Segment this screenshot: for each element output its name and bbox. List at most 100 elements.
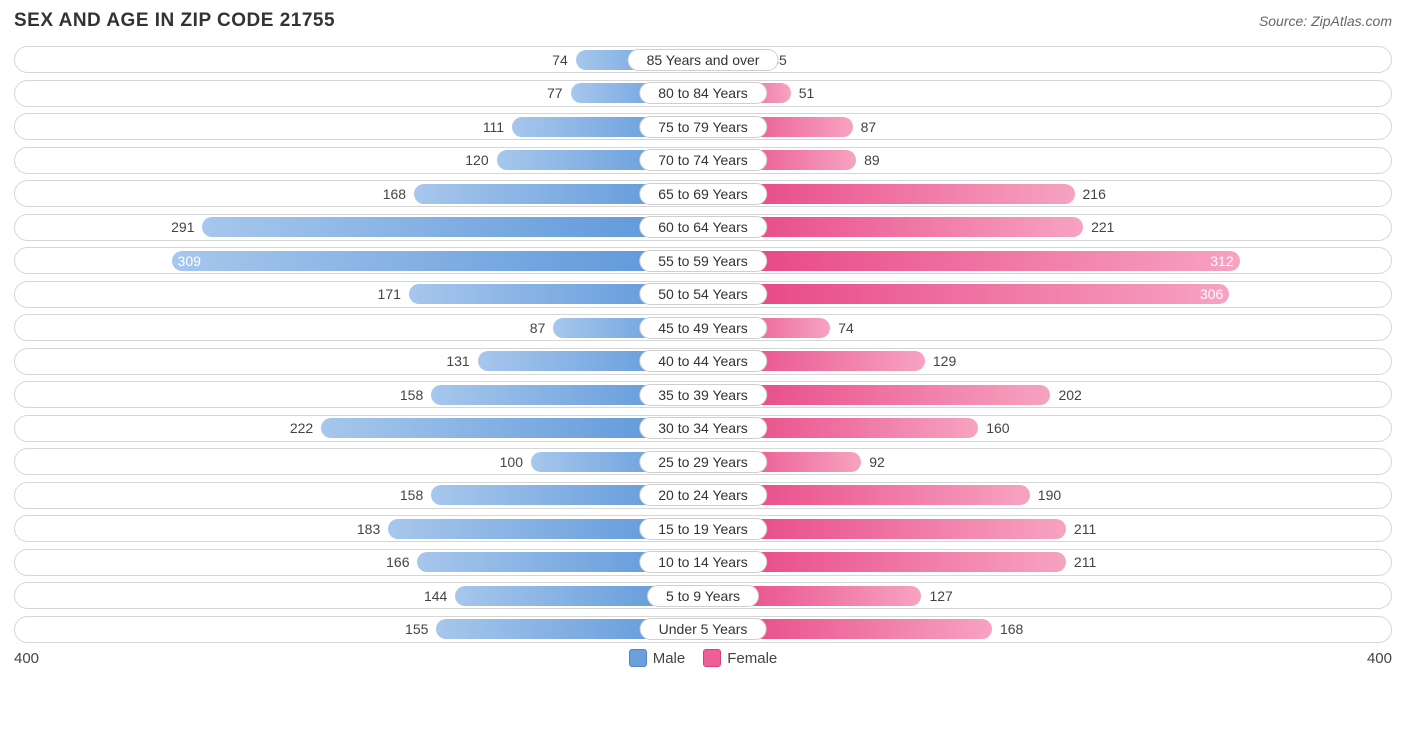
female-value-label: 216 <box>1075 186 1106 202</box>
female-half: 160 <box>703 416 1391 441</box>
female-bar: 306 <box>703 284 1229 304</box>
male-half: 131 <box>15 349 703 374</box>
male-bar: 291 <box>202 217 703 237</box>
male-swatch-icon <box>629 649 647 667</box>
male-half: 100 <box>15 449 703 474</box>
female-value-label: 160 <box>978 420 1009 436</box>
female-half: 306 <box>703 282 1391 307</box>
female-half: 92 <box>703 449 1391 474</box>
chart-area: 743585 Years and over775180 to 84 Years1… <box>14 46 1392 643</box>
age-group-label: 85 Years and over <box>628 49 779 71</box>
female-value-label: 129 <box>925 353 956 369</box>
age-group-label: 65 to 69 Years <box>639 183 767 205</box>
age-row: 100 9225 to 29 Years <box>14 448 1392 475</box>
age-group-label: 35 to 39 Years <box>639 384 767 406</box>
age-group-label: 45 to 49 Years <box>639 317 767 339</box>
female-half: 129 <box>703 349 1391 374</box>
legend-female-label: Female <box>727 650 777 667</box>
female-half: 89 <box>703 148 1391 173</box>
female-value-label: 89 <box>856 152 880 168</box>
male-value-label: 291 <box>171 219 202 235</box>
male-half: 144 <box>15 583 703 608</box>
age-group-label: Under 5 Years <box>640 618 767 640</box>
female-value-label: 202 <box>1050 387 1081 403</box>
female-half: 190 <box>703 483 1391 508</box>
legend: Male Female <box>629 649 778 667</box>
male-value-label: 168 <box>383 186 414 202</box>
male-half: 309 <box>15 248 703 273</box>
female-value-label: 74 <box>830 320 854 336</box>
age-row: 29122160 to 64 Years <box>14 214 1392 241</box>
age-group-label: 30 to 34 Years <box>639 417 767 439</box>
legend-female: Female <box>703 649 777 667</box>
chart-header: SEX AND AGE IN ZIP CODE 21755 Source: Zi… <box>14 10 1392 32</box>
age-row: 13112940 to 44 Years <box>14 348 1392 375</box>
age-group-label: 10 to 14 Years <box>639 551 767 573</box>
male-value-label: 74 <box>552 52 576 68</box>
female-bar: 312 <box>703 251 1240 271</box>
age-row: 120 89 70 to 74 Years <box>14 147 1392 174</box>
female-value-label: 127 <box>921 588 952 604</box>
male-value-label: 120 <box>465 152 496 168</box>
legend-male: Male <box>629 649 686 667</box>
age-group-label: 55 to 59 Years <box>639 250 767 272</box>
age-row: 87 74 45 to 49 Years <box>14 314 1392 341</box>
female-half: 51 <box>703 81 1391 106</box>
age-group-label: 15 to 19 Years <box>639 518 767 540</box>
male-value-label: 309 <box>178 253 201 269</box>
male-value-label: 87 <box>530 320 554 336</box>
female-half: 127 <box>703 583 1391 608</box>
age-group-label: 70 to 74 Years <box>639 149 767 171</box>
age-row: 1118775 to 79 Years <box>14 113 1392 140</box>
male-half: 111 <box>15 114 703 139</box>
female-half: 211 <box>703 550 1391 575</box>
age-group-label: 50 to 54 Years <box>639 283 767 305</box>
male-value-label: 111 <box>483 119 512 135</box>
male-half: 166 <box>15 550 703 575</box>
female-half: 202 <box>703 382 1391 407</box>
age-group-label: 25 to 29 Years <box>639 451 767 473</box>
male-half: 158 <box>15 483 703 508</box>
male-half: 171 <box>15 282 703 307</box>
male-value-label: 77 <box>547 85 571 101</box>
age-row: 183 21115 to 19 Years <box>14 515 1392 542</box>
age-row: 74 3585 Years and over <box>14 46 1392 73</box>
female-half: 87 <box>703 114 1391 139</box>
axis-right-label: 400 <box>1367 650 1392 667</box>
female-half: 216 <box>703 181 1391 206</box>
chart-source: Source: ZipAtlas.com <box>1259 13 1392 29</box>
age-row: 775180 to 84 Years <box>14 80 1392 107</box>
male-value-label: 183 <box>357 521 388 537</box>
female-value-label: 190 <box>1030 487 1061 503</box>
age-row: 155 168 Under 5 Years <box>14 616 1392 643</box>
legend-male-label: Male <box>653 650 686 667</box>
male-value-label: 222 <box>290 420 321 436</box>
age-row: 168 216 65 to 69 Years <box>14 180 1392 207</box>
axis-left-label: 400 <box>14 650 39 667</box>
male-half: 168 <box>15 181 703 206</box>
female-half: 211 <box>703 516 1391 541</box>
male-half: 87 <box>15 315 703 340</box>
female-value-label: 306 <box>1200 286 1223 302</box>
male-value-label: 158 <box>400 387 431 403</box>
female-value-label: 312 <box>1210 253 1233 269</box>
male-value-label: 144 <box>424 588 455 604</box>
male-half: 222 <box>15 416 703 441</box>
female-value-label: 168 <box>992 621 1023 637</box>
age-row: 158 202 35 to 39 Years <box>14 381 1392 408</box>
age-row: 309 312 55 to 59 Years <box>14 247 1392 274</box>
chart-footer: 400 Male Female 400 <box>14 649 1392 667</box>
male-bar: 309 <box>172 251 703 271</box>
male-half: 155 <box>15 617 703 642</box>
female-half: 312 <box>703 248 1391 273</box>
female-swatch-icon <box>703 649 721 667</box>
age-group-label: 60 to 64 Years <box>639 216 767 238</box>
male-half: 183 <box>15 516 703 541</box>
male-value-label: 100 <box>500 454 531 470</box>
chart-title: SEX AND AGE IN ZIP CODE 21755 <box>14 10 335 32</box>
age-group-label: 20 to 24 Years <box>639 484 767 506</box>
female-half: 35 <box>703 47 1391 72</box>
male-half: 158 <box>15 382 703 407</box>
female-half: 74 <box>703 315 1391 340</box>
male-value-label: 166 <box>386 554 417 570</box>
